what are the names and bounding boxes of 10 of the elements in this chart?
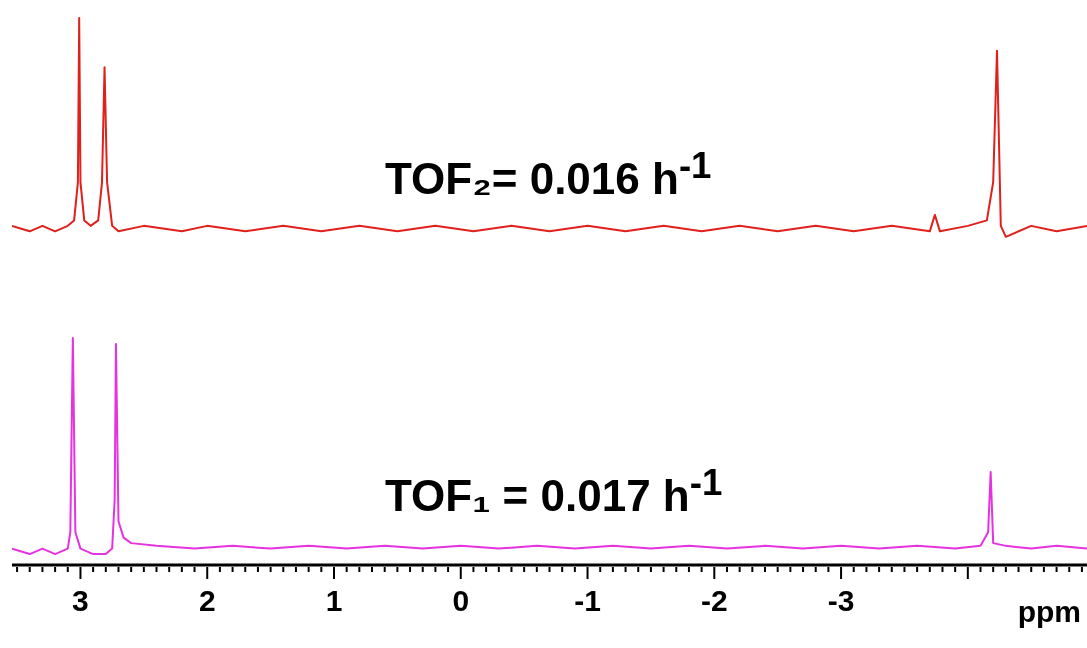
annotation: TOF₁ = 0.017 h$^{-1}$: [385, 462, 723, 521]
x-tick-label: 1: [325, 584, 343, 617]
x-tick-label: -2: [700, 584, 728, 617]
x-tick-label: 3: [72, 584, 89, 617]
annotation: TOF₂= 0.016 h$^{-1}$: [385, 145, 712, 204]
x-tick-label: 0: [452, 584, 470, 617]
x-tick-label: 2: [198, 584, 216, 617]
x-tick-label: -1: [574, 584, 601, 617]
x-axis-title: ppm: [1017, 595, 1081, 629]
x-tick-label: -3: [827, 584, 855, 617]
